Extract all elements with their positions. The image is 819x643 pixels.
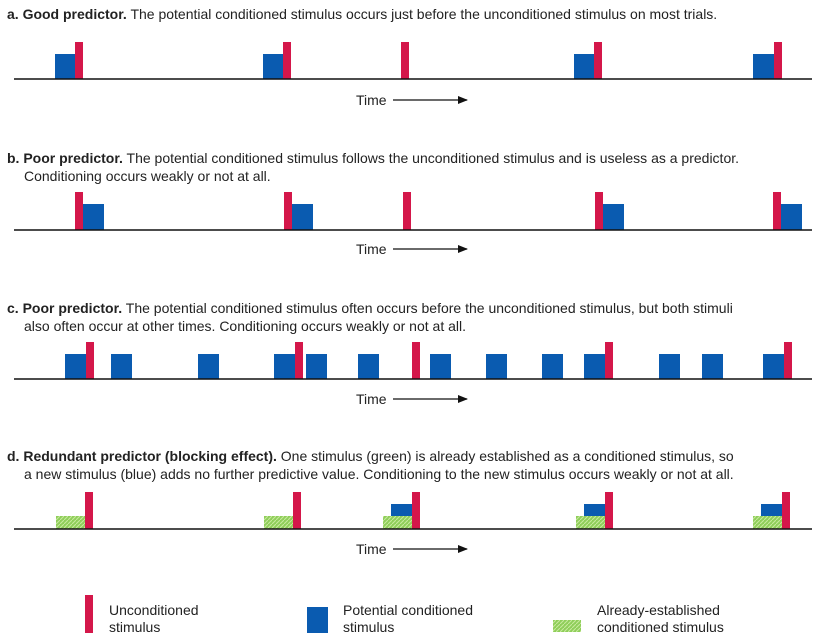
potential-cs-block xyxy=(263,54,283,79)
us-bar xyxy=(412,342,420,379)
us-bar xyxy=(594,42,602,79)
established-cs-block xyxy=(264,516,293,529)
us-bar xyxy=(283,42,291,79)
potential-cs-block xyxy=(761,504,782,516)
potential-cs-block xyxy=(391,504,412,516)
us-bar xyxy=(75,42,83,79)
us-bar xyxy=(403,192,411,230)
us-bar xyxy=(605,492,613,529)
time-label: Time xyxy=(356,241,387,257)
panel-d-text-line2: a new stimulus (blue) adds no further pr… xyxy=(24,466,734,482)
panel-a-caption: a. Good predictor. The potential conditi… xyxy=(7,5,815,23)
potential-cs-block xyxy=(542,354,563,379)
potential-cs-block xyxy=(781,204,802,230)
panel-c-text-line2: also often occur at other times. Conditi… xyxy=(24,318,466,334)
legend-unconditioned-line1: Unconditioned xyxy=(109,602,199,618)
panel-a-text: The potential conditioned stimulus occur… xyxy=(130,6,718,22)
potential-cs-block xyxy=(659,354,680,379)
us-bar xyxy=(412,492,420,529)
potential-cs-block xyxy=(753,54,774,79)
panel-a-timeline: Time xyxy=(14,42,812,108)
panel-c-text: The potential conditioned stimulus often… xyxy=(125,300,733,316)
legend-unconditioned-swatch xyxy=(85,595,93,633)
potential-cs-block xyxy=(486,354,507,379)
potential-cs-block xyxy=(274,354,295,379)
panel-b-caption: b. Poor predictor. The potential conditi… xyxy=(7,149,815,185)
us-bar xyxy=(293,492,301,529)
potential-cs-block xyxy=(702,354,723,379)
us-bar xyxy=(75,192,83,230)
panel-b-text: The potential conditioned stimulus follo… xyxy=(126,150,740,166)
time-label: Time xyxy=(356,391,387,407)
us-bar xyxy=(784,342,792,379)
potential-cs-block xyxy=(55,54,75,79)
us-bar xyxy=(774,42,782,79)
legend-unconditioned-line2: stimulus xyxy=(109,619,161,635)
us-bar xyxy=(284,192,292,230)
legend-established-line2: conditioned stimulus xyxy=(597,619,724,635)
legend-established-label: Already-established conditioned stimulus xyxy=(597,602,724,636)
potential-cs-block xyxy=(430,354,451,379)
time-label: Time xyxy=(356,541,387,557)
potential-cs-block xyxy=(584,504,605,516)
potential-cs-block xyxy=(111,354,132,379)
established-cs-block xyxy=(56,516,85,529)
potential-cs-block xyxy=(603,204,624,230)
panel-c-label: c. Poor predictor. xyxy=(7,300,123,316)
legend xyxy=(85,595,581,633)
us-bar xyxy=(401,42,409,79)
established-cs-block xyxy=(383,516,412,529)
panel-b-timeline: Time xyxy=(14,192,812,257)
panel-b-label: b. Poor predictor. xyxy=(7,150,123,166)
us-bar xyxy=(85,492,93,529)
potential-cs-block xyxy=(83,204,104,230)
panel-d-label: d. Redundant predictor (blocking effect)… xyxy=(7,448,277,464)
legend-potential-label: Potential conditioned stimulus xyxy=(343,602,473,636)
legend-potential-swatch xyxy=(307,607,328,633)
us-bar xyxy=(782,492,790,529)
panel-c-timeline: Time xyxy=(14,342,812,407)
established-cs-block xyxy=(576,516,605,529)
panel-d-text: One stimulus (green) is already establis… xyxy=(280,448,734,464)
potential-cs-block xyxy=(574,54,594,79)
potential-cs-block xyxy=(292,204,313,230)
legend-established-swatch xyxy=(553,620,581,632)
us-bar xyxy=(595,192,603,230)
potential-cs-block xyxy=(306,354,327,379)
established-cs-block xyxy=(753,516,782,529)
potential-cs-block xyxy=(65,354,86,379)
panel-d-caption: d. Redundant predictor (blocking effect)… xyxy=(7,447,815,483)
potential-cs-block xyxy=(198,354,219,379)
us-bar xyxy=(605,342,613,379)
potential-cs-block xyxy=(763,354,784,379)
potential-cs-block xyxy=(584,354,605,379)
legend-potential-line2: stimulus xyxy=(343,619,395,635)
us-bar xyxy=(86,342,94,379)
panel-c-caption: c. Poor predictor. The potential conditi… xyxy=(7,299,815,335)
legend-potential-line1: Potential conditioned xyxy=(343,602,473,618)
us-bar xyxy=(295,342,303,379)
panel-d-timeline: Time xyxy=(14,492,812,557)
potential-cs-block xyxy=(358,354,379,379)
panel-a-label: a. Good predictor. xyxy=(7,6,127,22)
time-label: Time xyxy=(356,92,387,108)
panel-b-text-line2: Conditioning occurs weakly or not at all… xyxy=(24,168,271,184)
legend-established-line1: Already-established xyxy=(597,602,720,618)
us-bar xyxy=(773,192,781,230)
legend-unconditioned-label: Unconditioned stimulus xyxy=(109,602,199,636)
